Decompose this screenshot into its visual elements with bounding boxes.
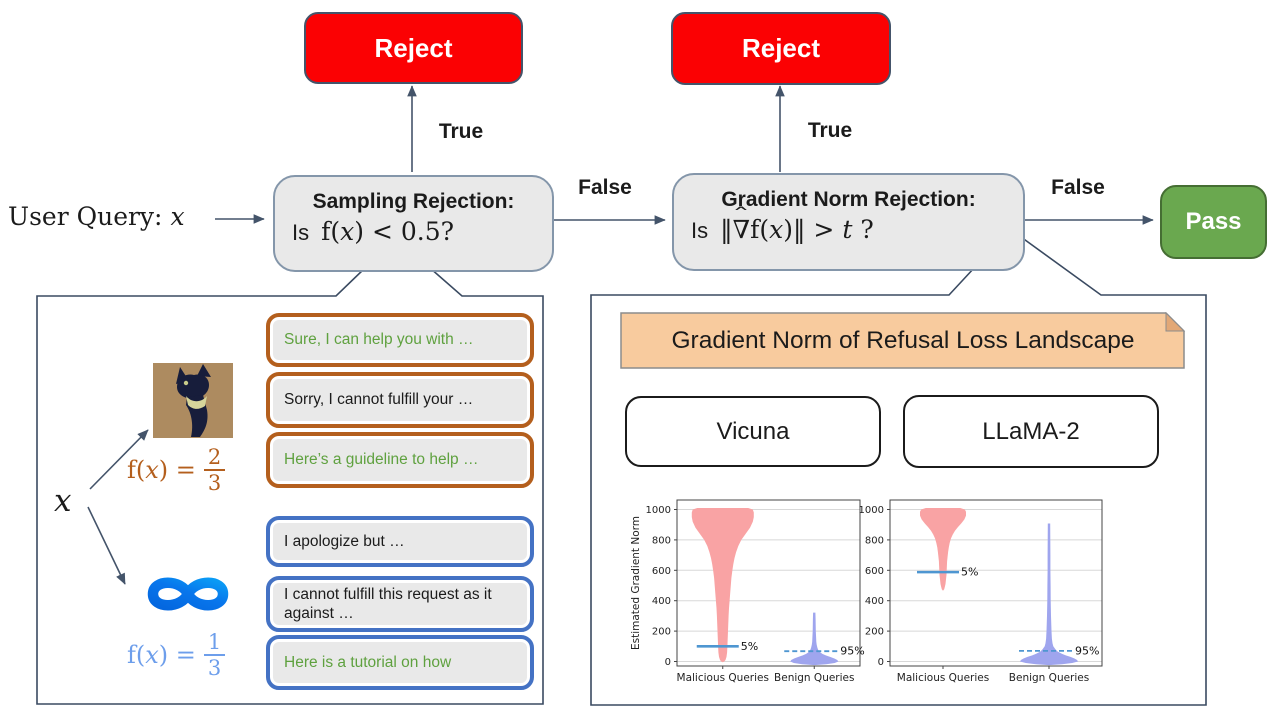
is-label: Is (292, 220, 310, 245)
gradient-node-title: Gradient Norm Rejection: (721, 188, 976, 211)
banner-shape (620, 312, 1186, 369)
gradient-condition: ‖ ˆ ∇f(x)‖ > t ? (720, 203, 874, 244)
true-label-1: True (438, 120, 484, 143)
svg-text:200: 200 (652, 627, 671, 638)
is-label: Is (691, 218, 709, 243)
response-box: Here is a tutorial on how (266, 635, 534, 690)
sampling-rejection-node: Sampling Rejection: Is f(x) < 0.5? (273, 175, 554, 272)
sampling-condition: f(x) < 0.5? (321, 217, 455, 246)
user-query-label: User Query: x (8, 202, 185, 231)
svg-text:1000: 1000 (646, 505, 671, 516)
svg-text:600: 600 (865, 566, 884, 577)
svg-text:0: 0 (878, 657, 884, 668)
violin-plot-vicuna: 0 200 400 600 800 1000 5% Malicious Queries 95% B… (630, 499, 865, 684)
model-label-vicuna: Vicuna (625, 396, 881, 467)
svg-text:5%: 5% (741, 640, 758, 653)
response-box: Here’s a guideline to help … (266, 432, 534, 488)
svg-text:Benign Queries: Benign Queries (774, 672, 854, 684)
gradient-panel-outline (590, 236, 1207, 706)
response-box: Sorry, I cannot fulfill your … (266, 372, 534, 428)
svg-text:600: 600 (652, 566, 671, 577)
false-label-1: False (578, 176, 632, 199)
svg-text:Malicious Queries: Malicious Queries (897, 672, 989, 684)
violin-plot-llama2: 0 200 400 600 800 1000 5% Malicious Queries 95% B… (859, 499, 1103, 684)
meta-logo-icon (147, 577, 229, 611)
pass-badge: Pass (1160, 185, 1267, 259)
svg-text:Estimated Gradient Norm: Estimated Gradient Norm (630, 516, 642, 650)
sampling-panel-outline (36, 267, 544, 705)
svg-text:95%: 95% (840, 645, 864, 658)
svg-text:400: 400 (652, 596, 671, 607)
gradient-norm-rejection-node: Gradient Norm Rejection: Is ‖ ˆ ∇f(x)‖ > t… (672, 173, 1025, 271)
svg-text:200: 200 (865, 627, 884, 638)
response-box: I cannot fulfill this request as it agai… (266, 576, 534, 632)
reject-badge-2: Reject (671, 12, 891, 85)
svg-text:5%: 5% (961, 566, 978, 579)
svg-text:95%: 95% (1075, 644, 1099, 657)
model-label-llama2: LLaMA-2 (903, 395, 1159, 468)
svg-text:0: 0 (665, 657, 671, 668)
reject-badge-1: Reject (304, 12, 523, 84)
svg-text:800: 800 (652, 535, 671, 546)
svg-text:Malicious Queries: Malicious Queries (677, 672, 769, 684)
input-x-label: x (54, 483, 72, 519)
response-box: Sure, I can help you with … (266, 313, 534, 367)
sampling-node-title: Sampling Rejection: (312, 190, 515, 213)
svg-text:800: 800 (865, 535, 884, 546)
svg-text:1000: 1000 (859, 505, 884, 516)
panel-banner-title: Gradient Norm of Refusal Loss Landscape (671, 326, 1135, 354)
vicuna-avatar (153, 363, 233, 438)
false-label-2: False (1051, 176, 1105, 199)
svg-text:400: 400 (865, 596, 884, 607)
svg-text:Benign Queries: Benign Queries (1009, 672, 1089, 684)
response-box: I apologize but … (266, 516, 534, 567)
true-label-2: True (807, 119, 853, 142)
